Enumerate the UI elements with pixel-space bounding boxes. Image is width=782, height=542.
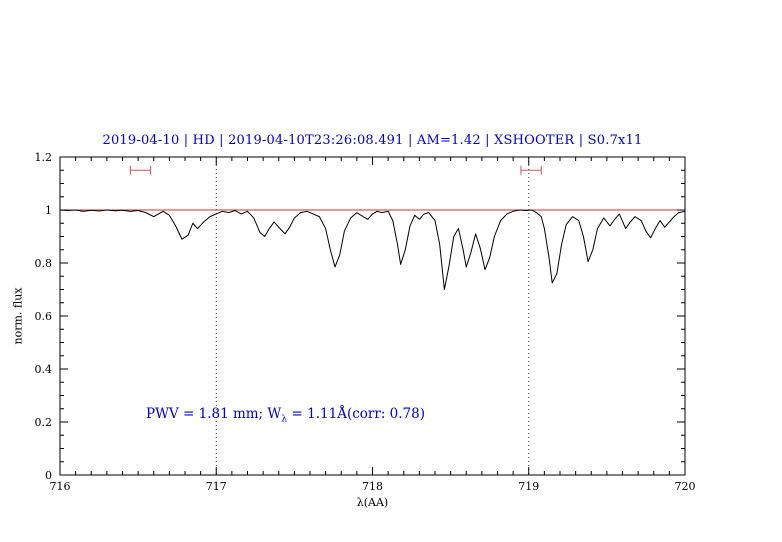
pwv-annotation: PWV = 1.81 mm; Wλ = 1.11Å(corr: 0.78) <box>146 406 425 425</box>
x-tick-label: 719 <box>518 480 539 493</box>
y-tick-label: 1 <box>45 204 52 217</box>
y-tick-label: 1.2 <box>35 151 53 164</box>
x-tick-label: 716 <box>50 480 71 493</box>
x-tick-label: 720 <box>675 480 696 493</box>
y-tick-label: 0.4 <box>35 363 53 376</box>
spectrum-line <box>59 209 686 290</box>
x-tick-label: 717 <box>206 480 227 493</box>
y-tick-label: 0.8 <box>35 257 53 270</box>
y-tick-label: 0.6 <box>35 310 53 323</box>
y-tick-label: 0.2 <box>35 416 53 429</box>
x-axis-label: λ(AA) <box>356 496 389 509</box>
y-tick-label: 0 <box>45 469 52 482</box>
x-tick-label: 718 <box>362 480 383 493</box>
pwv-annotation-suffix: = 1.11Å(corr: 0.78) <box>287 406 425 422</box>
pwv-annotation-prefix: PWV = 1.81 mm; W <box>146 406 282 422</box>
plot-frame <box>59 156 686 476</box>
plot-title: 2019-04-10 | HD | 2019-04-10T23:26:08.49… <box>102 133 643 148</box>
pwv-annotation-lambda-subscript: λ <box>281 413 288 425</box>
y-axis-label: norm. flux <box>11 287 25 345</box>
